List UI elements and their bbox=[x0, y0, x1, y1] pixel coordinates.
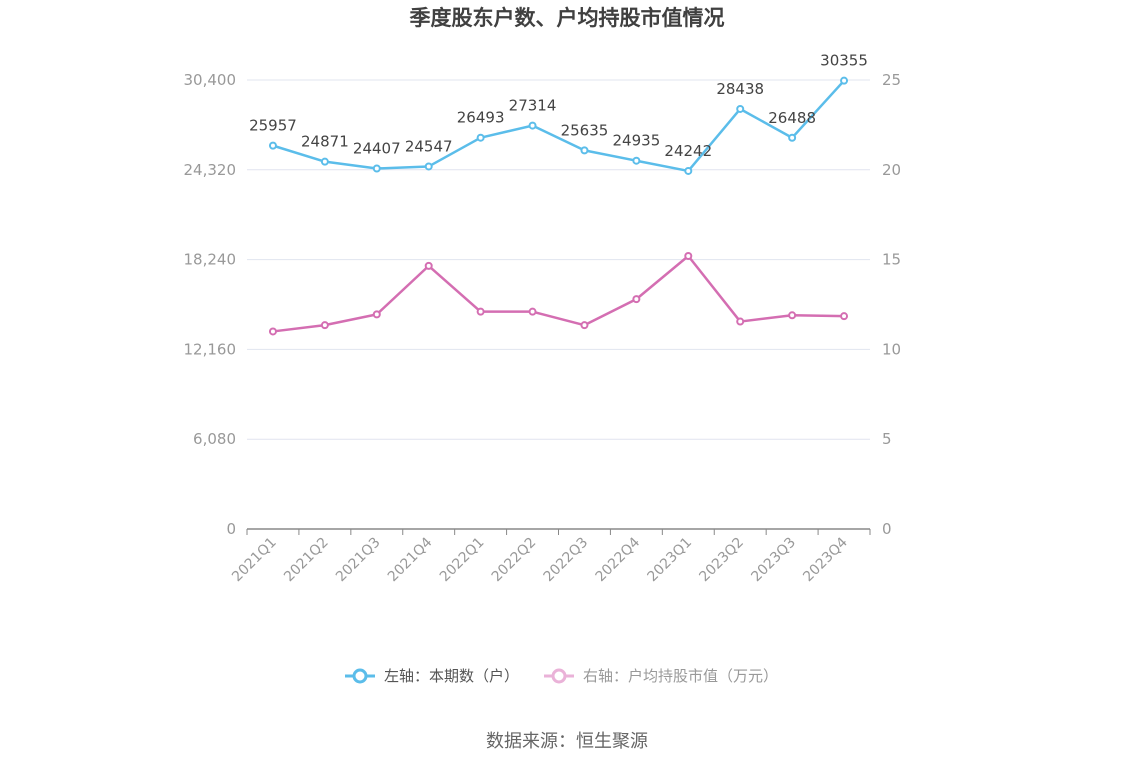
data-point bbox=[476, 133, 485, 142]
data-point bbox=[736, 104, 745, 113]
data-point bbox=[424, 162, 433, 171]
x-tick-label: 2023Q3 bbox=[748, 535, 799, 586]
data-point bbox=[788, 311, 797, 320]
data-point bbox=[632, 156, 641, 165]
data-point bbox=[424, 261, 433, 270]
data-label: 30355 bbox=[820, 52, 868, 70]
data-label: 24871 bbox=[301, 133, 349, 151]
y-left-tick-label: 12,160 bbox=[184, 340, 237, 358]
data-point bbox=[320, 157, 329, 166]
data-point bbox=[788, 133, 797, 142]
x-tick-label: 2022Q2 bbox=[489, 535, 540, 586]
data-point bbox=[684, 252, 693, 261]
data-point bbox=[372, 164, 381, 173]
data-label: 24547 bbox=[405, 137, 453, 155]
data-label: 28438 bbox=[716, 80, 764, 98]
x-tick-label: 2023Q2 bbox=[696, 535, 747, 586]
data-label: 24242 bbox=[664, 142, 712, 160]
y-left-tick-label: 0 bbox=[226, 520, 236, 538]
x-tick-label: 2021Q4 bbox=[385, 534, 436, 585]
chart-title: 季度股东户数、户均持股市值情况 bbox=[410, 6, 725, 30]
x-tick-label: 2021Q3 bbox=[333, 535, 384, 586]
x-tick-label: 2022Q1 bbox=[437, 535, 488, 586]
y-right-tick-label: 10 bbox=[882, 340, 901, 358]
legend-marker-icon bbox=[551, 668, 567, 684]
data-label: 24935 bbox=[613, 132, 661, 150]
data-point bbox=[736, 317, 745, 326]
data-point bbox=[632, 295, 641, 304]
x-tick-label: 2021Q2 bbox=[281, 535, 332, 586]
data-point bbox=[840, 312, 849, 321]
data-point bbox=[268, 327, 277, 336]
y-right-tick-label: 25 bbox=[882, 71, 901, 89]
x-tick-label: 2021Q1 bbox=[229, 535, 280, 586]
data-label: 25635 bbox=[561, 121, 609, 139]
legend-marker-icon bbox=[352, 668, 368, 684]
data-point bbox=[840, 76, 849, 85]
series-line-right bbox=[272, 254, 845, 333]
y-left-tick-label: 30,400 bbox=[184, 71, 237, 89]
data-label: 25957 bbox=[249, 117, 297, 135]
y-left-tick-label: 6,080 bbox=[193, 430, 236, 448]
legend-label-right: 右轴：户均持股市值（万元） bbox=[583, 667, 778, 685]
y-left-tick-label: 18,240 bbox=[184, 251, 237, 269]
data-label: 26493 bbox=[457, 109, 505, 127]
x-tick-label: 2022Q4 bbox=[593, 534, 644, 585]
data-label: 24407 bbox=[353, 140, 401, 158]
y-right-tick-label: 5 bbox=[882, 430, 892, 448]
x-tick-label: 2023Q4 bbox=[800, 534, 851, 585]
legend-label-left: 左轴：本期数（户） bbox=[384, 667, 519, 685]
legend-item-left-series[interactable]: 左轴：本期数（户） bbox=[345, 667, 519, 685]
data-point bbox=[528, 307, 537, 316]
series-line-left bbox=[272, 79, 845, 173]
data-point bbox=[372, 310, 381, 319]
data-point bbox=[684, 166, 693, 175]
x-tick-label: 2022Q3 bbox=[541, 535, 592, 586]
data-point bbox=[580, 321, 589, 330]
series bbox=[268, 76, 849, 336]
y-left-tick-label: 24,320 bbox=[184, 161, 237, 179]
y-right-tick-label: 20 bbox=[882, 161, 901, 179]
data-label: 26488 bbox=[768, 109, 816, 127]
data-point bbox=[528, 121, 537, 130]
y-right-tick-label: 15 bbox=[882, 251, 901, 269]
grid bbox=[247, 79, 870, 440]
data-point bbox=[320, 321, 329, 330]
source-note: 数据来源：恒生聚源 bbox=[486, 731, 648, 752]
data-label: 27314 bbox=[509, 97, 557, 115]
legend-item-right-series[interactable]: 右轴：户均持股市值（万元） bbox=[544, 667, 778, 685]
legend: 左轴：本期数（户） 右轴：户均持股市值（万元） bbox=[345, 667, 778, 685]
data-point bbox=[580, 146, 589, 155]
data-point bbox=[268, 141, 277, 150]
data-point bbox=[476, 307, 485, 316]
x-tick-label: 2023Q1 bbox=[645, 535, 696, 586]
y-right-tick-label: 0 bbox=[882, 520, 892, 538]
